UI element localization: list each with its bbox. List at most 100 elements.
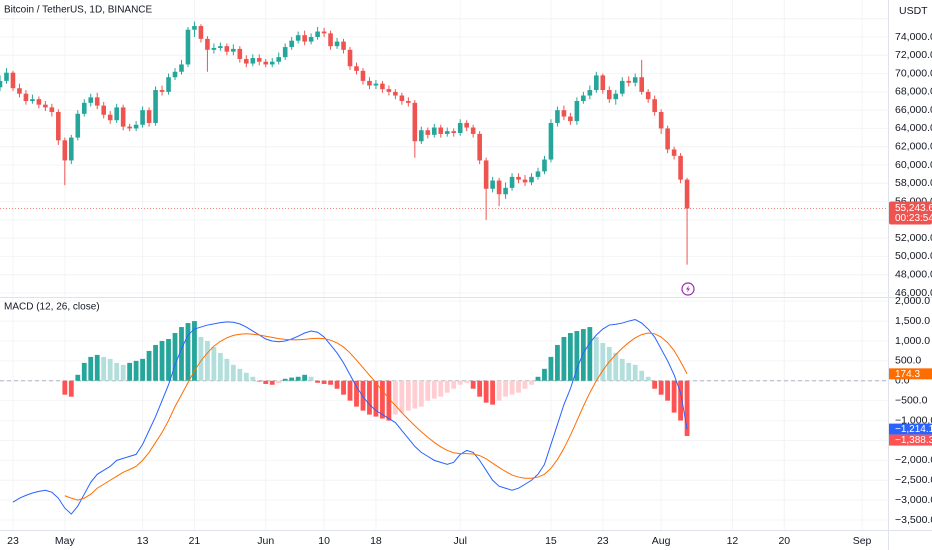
candle [179,59,184,75]
candle-body [88,97,94,103]
histogram-last-badge-label: −1,388.3 [895,435,932,446]
candle-body [665,128,670,150]
candle-body [192,26,197,30]
candle [451,128,457,137]
histogram-bar [237,368,243,381]
candle-body [146,110,152,123]
candle [250,54,256,67]
candle [114,103,119,123]
candle-body [600,75,606,91]
histogram-bar [392,380,398,415]
candle [386,85,392,96]
candle-body [231,48,236,52]
candle [393,89,398,100]
candle [412,100,418,158]
histogram-bar [399,380,405,413]
candle [613,90,619,105]
indicator-line [64,332,688,501]
candle-body [503,187,508,195]
candle-body [360,70,366,81]
candle [321,27,327,38]
histogram-bar [626,362,632,381]
candle-body [68,137,74,161]
histogram-bar [444,380,450,393]
candle-body [56,111,61,141]
candle-body [684,179,690,209]
candle-body [367,80,372,86]
x-tick-label: 10 [318,535,330,547]
candle [295,31,301,44]
histogram-bar [613,352,619,381]
histogram-bar [665,380,671,401]
candle-body [4,72,9,81]
candle [529,173,534,186]
histogram-bar [671,380,677,413]
histogram-bar [405,380,411,411]
candle-body [568,116,573,122]
histogram-bar [120,364,126,381]
x-tick-label: 23 [597,535,609,547]
histogram-bar [172,333,178,381]
candle [192,21,197,38]
histogram-bar [632,364,638,381]
histogram-bar [81,362,87,381]
y-tick-label: 500.0 [895,355,921,367]
histogram-bar [360,380,366,411]
candle [490,176,495,193]
badges: 55,243.600:23:54 174.3 −1,214.1−1,388.3 [889,201,932,446]
candle [218,42,223,51]
histogram-bar [159,340,165,381]
candle [671,146,677,160]
candle [4,68,9,84]
candle-body [555,110,560,123]
countdown-label: 00:23:54 [895,213,932,224]
y-tick-label: 64,000.0 [895,122,932,134]
candle [334,37,340,49]
histogram-bar [503,380,508,397]
candle-body [341,41,346,50]
histogram-bar [289,377,295,381]
candle [522,175,528,187]
candle-body [431,127,437,135]
alert-icon[interactable] [681,282,695,296]
histogram-bar [470,380,476,389]
candle-body [0,80,3,88]
candle [425,127,431,139]
candle-body [159,90,165,92]
histogram-bar [516,380,521,393]
histogram-bar [658,380,664,395]
candle-body [373,83,379,86]
candle-body [594,75,599,91]
histogram-bar [373,380,379,417]
histogram-bar [140,358,145,381]
candle-body [62,140,68,161]
candle-body [282,47,288,58]
histogram-bar [522,380,528,389]
candle-body [496,180,502,195]
histogram-bar [561,336,567,381]
candle-body [658,111,664,129]
candle [347,47,353,70]
candle-body [94,97,100,106]
candle-body [354,66,359,71]
candle-body [444,131,450,134]
histogram-bar [380,380,385,419]
candle-body [613,93,619,100]
candle-body [224,46,230,52]
x-tick-label: Aug [652,535,671,547]
candle [308,33,314,45]
candle-body [289,40,294,48]
candle-body [133,124,139,129]
candle-body [561,110,567,117]
y-tick-label: −2,000.0 [895,454,932,466]
histogram-bar [185,323,191,381]
candle-body [140,110,145,125]
histogram-bar [587,327,593,381]
histogram-bar [256,380,262,382]
candle [315,26,320,40]
candle [133,121,139,132]
candle-body [632,77,638,83]
candle-body [237,48,243,59]
candle-body [321,31,327,34]
